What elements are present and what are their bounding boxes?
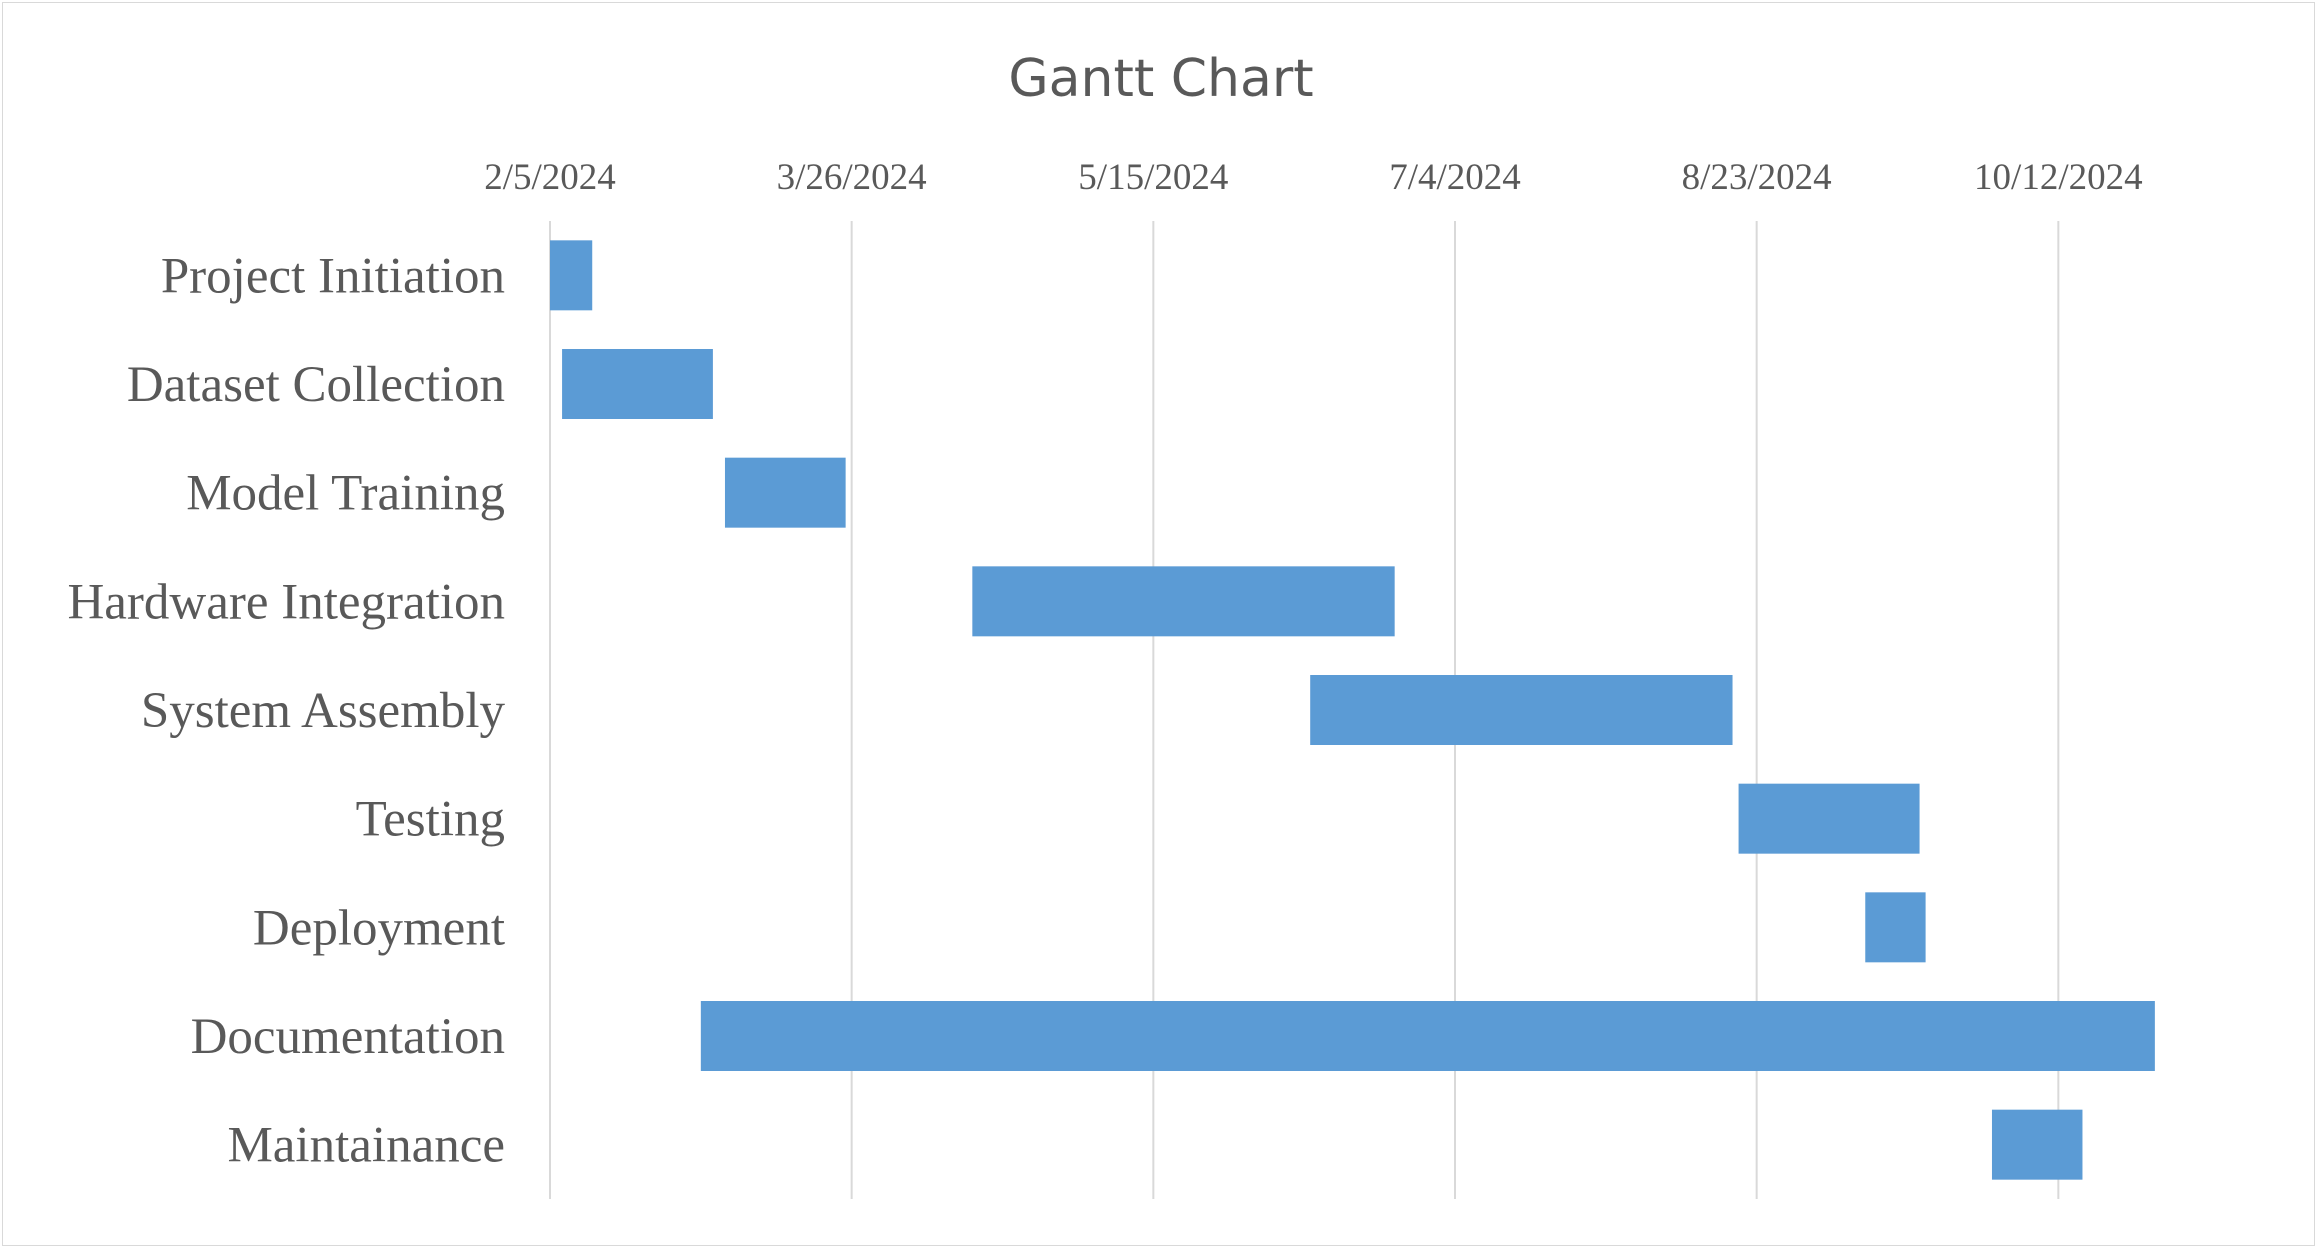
task-bar <box>1310 675 1733 745</box>
x-axis-tick-labels: 2/5/2024 3/26/2024 5/15/2024 7/4/2024 8/23/2… <box>484 157 2142 198</box>
task-label: Dataset Collection <box>127 357 505 413</box>
gridlines <box>549 221 2060 1199</box>
task-label: Model Training <box>186 466 505 522</box>
x-tick-label: 10/12/2024 <box>1974 157 2143 198</box>
task-bar <box>550 240 593 311</box>
task-labels: Project Initiation Dataset Collection Mode… <box>67 248 505 1173</box>
task-bar <box>1865 892 1926 963</box>
task-label: Documentation <box>191 1009 505 1065</box>
gantt-chart: Gantt Chart 2/5/2024 3/26/2024 5/15/2024 7/… <box>67 49 2155 1199</box>
task-label: Maintainance <box>227 1118 505 1174</box>
task-bars <box>550 240 2155 1180</box>
task-label: Testing <box>356 792 505 848</box>
x-tick-label: 7/4/2024 <box>1389 157 1521 198</box>
x-tick-label: 2/5/2024 <box>484 157 616 198</box>
task-label: Hardware Integration <box>67 574 505 630</box>
chart-title: Gantt Chart <box>1008 49 1313 109</box>
task-bar <box>700 1001 2155 1071</box>
task-bar <box>1991 1109 2083 1180</box>
x-tick-label: 5/15/2024 <box>1078 157 1228 198</box>
x-tick-label: 8/23/2024 <box>1682 157 1832 198</box>
task-bar <box>724 457 846 528</box>
x-tick-label: 3/26/2024 <box>777 157 927 198</box>
task-label: Project Initiation <box>161 248 505 304</box>
task-label: Deployment <box>253 900 505 956</box>
task-label: System Assembly <box>141 683 506 739</box>
task-bar <box>1738 783 1920 854</box>
task-bar <box>562 349 713 419</box>
task-bar <box>972 566 1395 637</box>
